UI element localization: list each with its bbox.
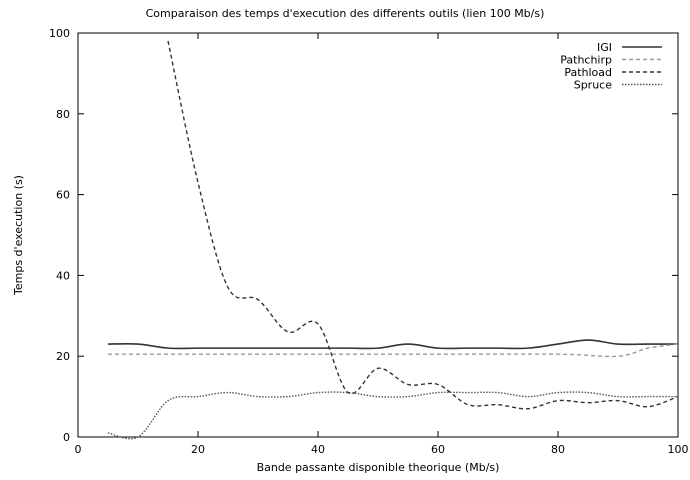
x-tick-label: 20 <box>191 443 205 456</box>
legend-label: Spruce <box>574 79 613 92</box>
legend-label: Pathload <box>564 66 612 79</box>
plot-frame <box>77 32 679 438</box>
y-axis-label: Temps d'execution (s) <box>12 175 25 296</box>
legend-item: Spruce <box>574 79 662 92</box>
chart-title: Comparaison des temps d'execution des di… <box>146 7 545 20</box>
x-tick-label: 60 <box>431 443 445 456</box>
y-tick-label: 40 <box>56 269 70 282</box>
legend-item: Pathload <box>564 66 662 79</box>
y-tick-label: 80 <box>56 108 70 121</box>
series-line-pathload <box>167 40 679 410</box>
y-tick-label: 0 <box>63 431 70 444</box>
y-tick-label: 60 <box>56 189 70 202</box>
x-tick-label: 0 <box>75 443 82 456</box>
y-tick-label: 20 <box>56 350 70 363</box>
legend-item: IGI <box>597 41 662 54</box>
x-axis-label: Bande passante disponible theorique (Mb/… <box>257 461 500 474</box>
x-tick-label: 80 <box>551 443 565 456</box>
legend-label: IGI <box>597 41 612 54</box>
x-tick-label: 100 <box>668 443 689 456</box>
tick-group: 0 20 40 60 80 100 0 20 40 60 80 100 <box>49 27 689 456</box>
x-tick-label: 40 <box>311 443 325 456</box>
series-group <box>107 40 679 440</box>
y-tick-label: 100 <box>49 27 70 40</box>
legend-item: Pathchirp <box>560 54 662 67</box>
legend-label: Pathchirp <box>560 54 612 67</box>
series-line-igi <box>107 339 678 350</box>
series-line-spruce <box>107 391 679 440</box>
series-line-pathchirp <box>107 343 679 358</box>
